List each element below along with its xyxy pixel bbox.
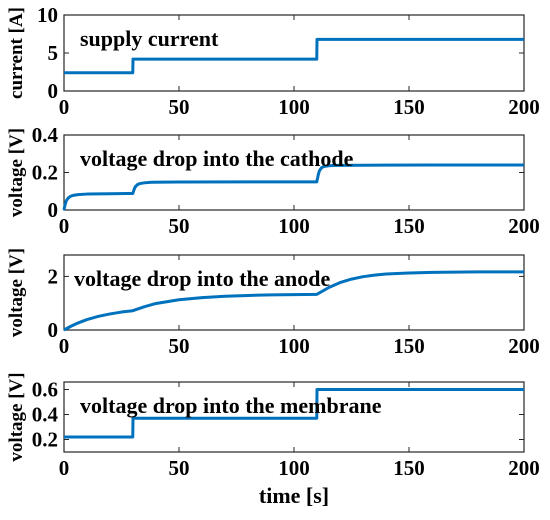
y-tick-label: 0.4: [32, 403, 59, 427]
x-tick-label: 200: [508, 214, 540, 238]
x-tick-label: 50: [169, 456, 190, 480]
x-tick-label: 50: [169, 95, 190, 119]
x-tick-label: 200: [508, 95, 540, 119]
plot-area: [63, 14, 525, 92]
x-tick-label: 0: [59, 95, 70, 119]
series-line: [64, 388, 524, 439]
x-tick-label: 0: [59, 214, 70, 238]
y-axis-label: voltage [V]: [6, 372, 27, 461]
y-tick-label: 0: [48, 198, 59, 222]
y-axis-label: voltage [V]: [6, 128, 27, 217]
y-tick-label: 10: [37, 3, 58, 27]
series-line: [62, 163, 524, 211]
x-tick-label: 50: [169, 334, 190, 358]
y-tick-label: 0: [48, 318, 59, 342]
x-tick-label: 0: [59, 334, 70, 358]
panel-title: voltage drop into the membrane: [80, 393, 382, 418]
x-tick-label: 150: [393, 334, 425, 358]
x-tick-label: 150: [393, 95, 425, 119]
x-tick-label: 100: [278, 334, 310, 358]
x-tick-label: 150: [393, 214, 425, 238]
chart-panel-1: 0 50 100 150 200 0 5 10 current [A] supply curren…: [6, 3, 540, 119]
x-tick-label: 50: [169, 214, 190, 238]
x-axis-label: time [s]: [259, 483, 329, 508]
x-tick-label: 100: [278, 214, 310, 238]
x-tick-label: 200: [508, 334, 540, 358]
x-tick-label: 0: [59, 456, 70, 480]
series-line: [64, 37, 524, 75]
x-tick-label: 150: [393, 456, 425, 480]
panel-title: supply current: [80, 26, 219, 51]
x-tick-label: 100: [278, 456, 310, 480]
x-tick-label: 200: [508, 456, 540, 480]
y-axis-label: current [A]: [6, 7, 27, 99]
panel-title: voltage drop into the anode: [74, 266, 331, 291]
y-tick-label: 0.4: [32, 123, 59, 147]
x-tick-label: 100: [278, 95, 310, 119]
y-tick-label: 0.6: [32, 378, 58, 402]
y-tick-label: 5: [48, 41, 59, 65]
series-line: [63, 270, 524, 332]
y-tick-label: 0.2: [32, 428, 58, 452]
y-axis-label: voltage [V]: [6, 248, 27, 337]
y-tick-label: 2: [48, 264, 59, 288]
chart-panel-3: 0 50 100 150 200 0 2 voltage [V] voltage drop in…: [6, 248, 540, 358]
panel-title: voltage drop into the cathode: [80, 146, 354, 171]
y-tick-label: 0: [48, 79, 59, 103]
y-tick-label: 0.2: [32, 161, 58, 185]
